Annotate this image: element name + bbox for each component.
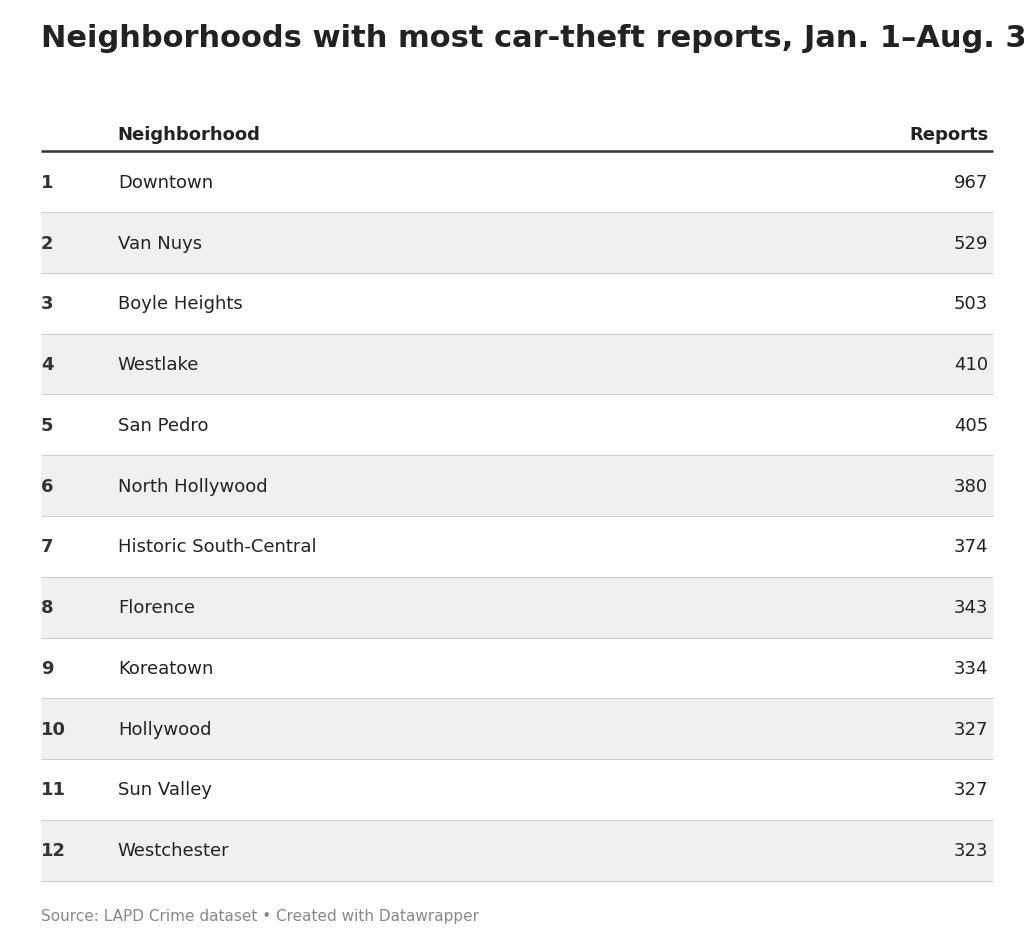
Text: Neighborhood: Neighborhood <box>118 126 261 144</box>
Text: Florence: Florence <box>118 599 195 617</box>
Bar <box>41 517 993 577</box>
Text: Westlake: Westlake <box>118 356 199 374</box>
Text: 529: 529 <box>953 234 988 252</box>
Bar <box>41 456 993 516</box>
Text: Neighborhoods with most car-theft reports, Jan. 1–Aug. 31: Neighborhoods with most car-theft report… <box>41 24 1024 52</box>
Text: 12: 12 <box>41 842 66 860</box>
Text: 9: 9 <box>41 659 53 677</box>
Bar <box>41 638 993 699</box>
Text: Sun Valley: Sun Valley <box>118 781 212 799</box>
Bar <box>41 274 993 334</box>
Text: Source: LAPD Crime dataset • Created with Datawrapper: Source: LAPD Crime dataset • Created wit… <box>41 908 479 923</box>
Text: 1: 1 <box>41 173 53 191</box>
Bar <box>41 152 993 213</box>
Bar <box>41 577 993 638</box>
Text: Boyle Heights: Boyle Heights <box>118 295 243 313</box>
Text: 327: 327 <box>953 781 988 799</box>
Text: 323: 323 <box>953 842 988 860</box>
Text: Downtown: Downtown <box>118 173 213 191</box>
Text: 380: 380 <box>954 477 988 495</box>
Text: Hollywood: Hollywood <box>118 720 211 738</box>
Text: Westchester: Westchester <box>118 842 229 860</box>
Text: 374: 374 <box>953 538 988 556</box>
Text: Koreatown: Koreatown <box>118 659 213 677</box>
Text: 405: 405 <box>954 416 988 434</box>
Text: 327: 327 <box>953 720 988 738</box>
Text: 10: 10 <box>41 720 66 738</box>
Text: 410: 410 <box>954 356 988 374</box>
Text: 5: 5 <box>41 416 53 434</box>
Bar <box>41 699 993 760</box>
Text: 503: 503 <box>954 295 988 313</box>
Text: Van Nuys: Van Nuys <box>118 234 202 252</box>
Text: Reports: Reports <box>909 126 988 144</box>
Text: 334: 334 <box>953 659 988 677</box>
Text: Historic South-Central: Historic South-Central <box>118 538 316 556</box>
Bar <box>41 820 993 881</box>
Text: 4: 4 <box>41 356 53 374</box>
Text: 343: 343 <box>953 599 988 617</box>
Text: 6: 6 <box>41 477 53 495</box>
Bar <box>41 334 993 395</box>
Text: 11: 11 <box>41 781 66 799</box>
Text: North Hollywood: North Hollywood <box>118 477 267 495</box>
Bar <box>41 760 993 820</box>
Text: San Pedro: San Pedro <box>118 416 208 434</box>
Text: 8: 8 <box>41 599 53 617</box>
Bar <box>41 395 993 456</box>
Text: 3: 3 <box>41 295 53 313</box>
Text: 967: 967 <box>953 173 988 191</box>
Text: 2: 2 <box>41 234 53 252</box>
Bar <box>41 213 993 274</box>
Text: 7: 7 <box>41 538 53 556</box>
